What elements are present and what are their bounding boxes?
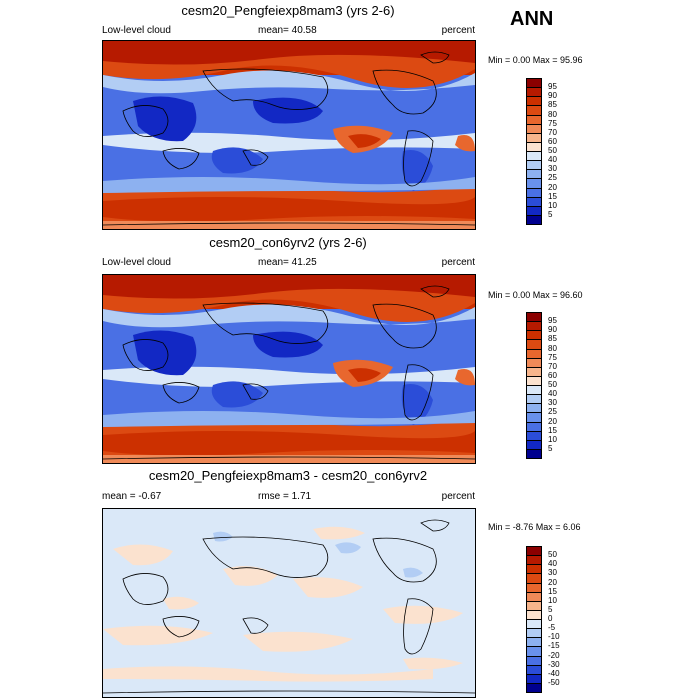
colorbar-label: 95 bbox=[548, 316, 557, 326]
colorbar-label: 70 bbox=[548, 127, 557, 137]
panel-3-rmse: rmse = 1.71 bbox=[258, 491, 312, 502]
colorbar-label: 10 bbox=[548, 595, 557, 605]
panel-3-minmax: Min = -8.76 Max = 6.06 bbox=[488, 522, 581, 532]
panel-2-minmax: Min = 0.00 Max = 96.60 bbox=[488, 290, 583, 300]
colorbar-label: -5 bbox=[548, 623, 556, 633]
colorbar-label: 5 bbox=[548, 209, 553, 219]
colorbar-label: 40 bbox=[548, 155, 557, 165]
panel-1-mean: mean= 40.58 bbox=[258, 25, 317, 36]
colorbar-label: 15 bbox=[548, 425, 557, 435]
colorbar-swatch bbox=[526, 682, 542, 693]
panel-3-map bbox=[102, 508, 476, 698]
colorbar-label: -20 bbox=[548, 650, 560, 660]
panel-2-title: cesm20_con6yrv2 (yrs 2-6) bbox=[209, 235, 367, 250]
colorbar-label: 70 bbox=[548, 361, 557, 371]
colorbar-label: 90 bbox=[548, 91, 557, 101]
panel-2-variable-label: Low-level cloud bbox=[102, 257, 171, 268]
colorbar-label: 90 bbox=[548, 325, 557, 335]
colorbar-label: 20 bbox=[548, 416, 557, 426]
colorbar-label: 40 bbox=[548, 559, 557, 569]
colorbar-label: 5 bbox=[548, 443, 553, 453]
colorbar-label: 50 bbox=[548, 550, 557, 560]
colorbar-label: 5 bbox=[548, 604, 553, 614]
colorbar-label: 25 bbox=[548, 407, 557, 417]
colorbar-label: 30 bbox=[548, 568, 557, 578]
colorbar-label: 0 bbox=[548, 614, 553, 623]
colorbar-label: -10 bbox=[548, 632, 560, 642]
colorbar-label: 85 bbox=[548, 100, 557, 110]
colorbar-label: 25 bbox=[548, 173, 557, 183]
colorbar-swatch bbox=[526, 448, 542, 459]
panel-1-variable-label: Low-level cloud bbox=[102, 25, 171, 36]
panel-2-map bbox=[102, 274, 476, 464]
colorbar-label: 95 bbox=[548, 82, 557, 92]
panel-1-units: percent bbox=[441, 25, 475, 36]
colorbar-label: 50 bbox=[548, 380, 557, 389]
colorbar-label: 80 bbox=[548, 343, 557, 353]
panel-2-units: percent bbox=[441, 257, 475, 268]
colorbar-label: 75 bbox=[548, 118, 557, 128]
colorbar-label: -15 bbox=[548, 641, 560, 651]
panel-2-colorbar: 95 90 85 80 75 70 60 50 40 30 25 20 15 10 5 bbox=[526, 312, 586, 459]
panel-3-colorbar: 50 40 30 20 15 10 5 0 -5 -10 -15 -20 -30 -40 -50 bbox=[526, 546, 586, 693]
colorbar-label: -50 bbox=[548, 677, 560, 687]
panel-1-minmax: Min = 0.00 Max = 95.96 bbox=[488, 55, 583, 65]
colorbar-label: 40 bbox=[548, 389, 557, 399]
colorbar-label: -40 bbox=[548, 668, 560, 678]
colorbar-label: -30 bbox=[548, 659, 560, 669]
colorbar-label: 85 bbox=[548, 334, 557, 344]
colorbar-label: 60 bbox=[548, 370, 557, 380]
colorbar-label: 30 bbox=[548, 164, 557, 174]
colorbar-label: 60 bbox=[548, 136, 557, 146]
season-label: ANN bbox=[510, 8, 554, 30]
colorbar-label: 50 bbox=[548, 146, 557, 155]
panel-1-colorbar: 95 90 85 80 75 70 60 50 40 30 25 20 15 10 5 bbox=[526, 78, 586, 225]
panel-3-units: percent bbox=[441, 491, 475, 502]
colorbar-label: 20 bbox=[548, 182, 557, 192]
colorbar-label: 15 bbox=[548, 191, 557, 201]
colorbar-label: 75 bbox=[548, 352, 557, 362]
colorbar-label: 15 bbox=[548, 586, 557, 596]
colorbar-label: 10 bbox=[548, 434, 557, 444]
panel-1-map bbox=[102, 40, 476, 230]
colorbar-swatch bbox=[526, 214, 542, 225]
colorbar-label: 20 bbox=[548, 577, 557, 587]
colorbar-label: 10 bbox=[548, 200, 557, 210]
panel-2-mean: mean= 41.25 bbox=[258, 257, 317, 268]
colorbar-label: 30 bbox=[548, 398, 557, 408]
panel-3-title: cesm20_Pengfeiexp8mam3 - cesm20_con6yrv2 bbox=[148, 468, 428, 483]
panel-1-title: cesm20_Pengfeiexp8mam3 (yrs 2-6) bbox=[181, 3, 395, 18]
panel-3-mean: mean = -0.67 bbox=[102, 491, 162, 502]
colorbar-label: 80 bbox=[548, 109, 557, 119]
